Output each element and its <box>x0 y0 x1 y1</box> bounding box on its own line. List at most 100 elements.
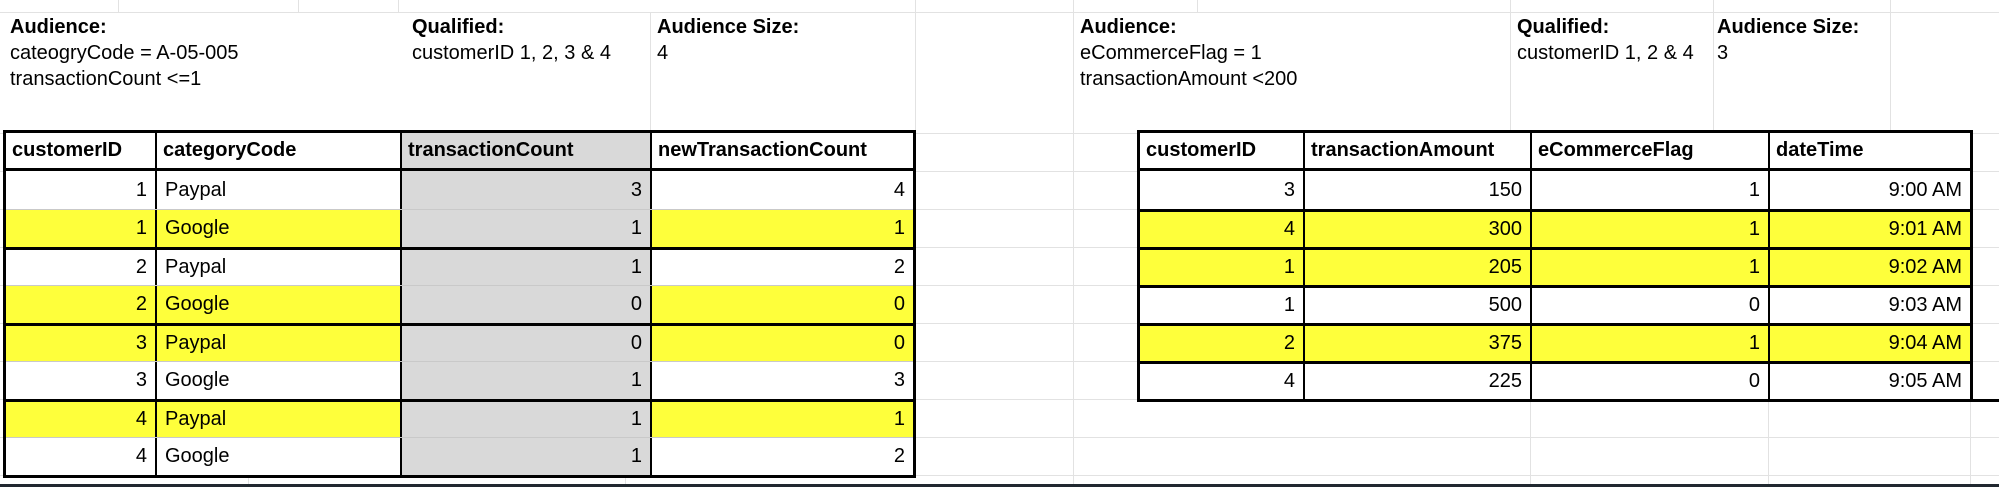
column-header-dateTime[interactable]: dateTime <box>1768 133 1970 168</box>
cell-customerID-row6[interactable]: 4 <box>1140 364 1303 399</box>
gridline <box>0 171 1999 172</box>
cell-transactionCount-row2[interactable]: 1 <box>400 210 650 247</box>
cell-categoryCode-row8[interactable]: Google <box>155 438 400 475</box>
table-row: 4 Paypal 1 1 <box>6 399 913 437</box>
cell-eCommerceFlag-row1[interactable]: 1 <box>1530 171 1768 209</box>
left-audience-label: Audience: <box>10 16 107 38</box>
cell-transactionAmount-row5[interactable]: 375 <box>1303 326 1530 361</box>
left-qualified-block[interactable]: Qualified: customerID 1, 2, 3 & 4 <box>412 14 611 66</box>
right-qualified-block[interactable]: Qualified: customerID 1, 2 & 4 <box>1517 14 1694 66</box>
table-row: 2 375 1 9:04 AM <box>1140 323 1970 361</box>
cell-eCommerceFlag-row5[interactable]: 1 <box>1530 326 1768 361</box>
cell-categoryCode-row3[interactable]: Paypal <box>155 250 400 285</box>
cell-transactionCount-row5[interactable]: 0 <box>400 326 650 361</box>
table-header-row: customerID categoryCode transactionCount ne… <box>6 133 913 171</box>
cell-transactionAmount-row3[interactable]: 205 <box>1303 250 1530 285</box>
cell-customerID-row8[interactable]: 4 <box>6 438 155 475</box>
table-row: 1 500 0 9:03 AM <box>1140 285 1970 323</box>
table-row: 4 225 0 9:05 AM <box>1140 361 1970 399</box>
cell-dateTime-row6[interactable]: 9:05 AM <box>1768 364 1970 399</box>
cell-newTransactionCount-row8[interactable]: 2 <box>650 438 913 475</box>
column-header-transactionAmount[interactable]: transactionAmount <box>1303 133 1530 168</box>
right-qualified-label: Qualified: <box>1517 16 1610 38</box>
cell-customerID-row1[interactable]: 1 <box>6 171 155 209</box>
cell-customerID-row7[interactable]: 4 <box>6 402 155 437</box>
gridline <box>1970 402 1971 484</box>
gridline <box>1530 402 1531 484</box>
left-qualified-value: customerID 1, 2, 3 & 4 <box>412 42 611 64</box>
cell-customerID-row5[interactable]: 2 <box>1140 326 1303 361</box>
cell-eCommerceFlag-row6[interactable]: 0 <box>1530 364 1768 399</box>
cell-dateTime-row1[interactable]: 9:00 AM <box>1768 171 1970 209</box>
cell-customerID-row4[interactable]: 1 <box>1140 288 1303 323</box>
cell-eCommerceFlag-row4[interactable]: 0 <box>1530 288 1768 323</box>
column-header-categoryCode[interactable]: categoryCode <box>155 133 400 168</box>
cell-categoryCode-row6[interactable]: Google <box>155 362 400 399</box>
cell-newTransactionCount-row2[interactable]: 1 <box>650 210 913 247</box>
cell-newTransactionCount-row5[interactable]: 0 <box>650 326 913 361</box>
column-header-customerID[interactable]: customerID <box>6 133 155 168</box>
column-header-newTransactionCount[interactable]: newTransactionCount <box>650 133 913 168</box>
cell-newTransactionCount-row6[interactable]: 3 <box>650 362 913 399</box>
left-audience-size-value: 4 <box>657 42 669 64</box>
right-transactions-table: customerID transactionAmount eCommerceFlag… <box>1137 130 1973 402</box>
cell-transactionCount-row1[interactable]: 3 <box>400 171 650 209</box>
cell-customerID-row3[interactable]: 2 <box>6 250 155 285</box>
cell-transactionAmount-row6[interactable]: 225 <box>1303 364 1530 399</box>
cell-dateTime-row4[interactable]: 9:03 AM <box>1768 288 1970 323</box>
table-row: 3 Google 1 3 <box>6 361 913 399</box>
gridline <box>915 12 916 133</box>
column-header-transactionCount[interactable]: transactionCount <box>400 133 650 168</box>
cell-customerID-row2[interactable]: 1 <box>6 210 155 247</box>
cell-transactionAmount-row1[interactable]: 150 <box>1303 171 1530 209</box>
cell-dateTime-row2[interactable]: 9:01 AM <box>1768 212 1970 247</box>
cell-categoryCode-row1[interactable]: Paypal <box>155 171 400 209</box>
gridline <box>298 0 299 12</box>
gridline <box>0 475 1999 476</box>
gridline <box>0 437 1999 438</box>
cell-newTransactionCount-row4[interactable]: 0 <box>650 286 913 323</box>
gridline <box>398 0 399 12</box>
cell-categoryCode-row2[interactable]: Google <box>155 210 400 247</box>
cell-customerID-row3[interactable]: 1 <box>1140 250 1303 285</box>
cell-customerID-row2[interactable]: 4 <box>1140 212 1303 247</box>
gridline <box>1768 402 1769 484</box>
cell-newTransactionCount-row1[interactable]: 4 <box>650 171 913 209</box>
table-header-row: customerID transactionAmount eCommerceFlag… <box>1140 133 1970 171</box>
left-audience-size-block[interactable]: Audience Size: 4 <box>657 14 799 66</box>
cell-dateTime-row5[interactable]: 9:04 AM <box>1768 326 1970 361</box>
right-audience-size-block[interactable]: Audience Size: 3 <box>1717 14 1859 66</box>
right-audience-block[interactable]: Audience: eCommerceFlag = 1 transactionA… <box>1080 14 1297 92</box>
cell-categoryCode-row4[interactable]: Google <box>155 286 400 323</box>
cell-eCommerceFlag-row3[interactable]: 1 <box>1530 250 1768 285</box>
left-audience-block[interactable]: Audience: cateogryCode = A-05-005 transa… <box>10 14 239 92</box>
cell-customerID-row4[interactable]: 2 <box>6 286 155 323</box>
cell-categoryCode-row5[interactable]: Paypal <box>155 326 400 361</box>
cell-transactionAmount-row4[interactable]: 500 <box>1303 288 1530 323</box>
cell-transactionCount-row7[interactable]: 1 <box>400 402 650 437</box>
gridline <box>0 247 1999 248</box>
gridline <box>1197 0 1198 12</box>
cell-transactionAmount-row2[interactable]: 300 <box>1303 212 1530 247</box>
cell-categoryCode-row7[interactable]: Paypal <box>155 402 400 437</box>
column-header-eCommerceFlag[interactable]: eCommerceFlag <box>1530 133 1768 168</box>
gridline <box>650 12 651 133</box>
gridline <box>1510 0 1511 12</box>
cell-dateTime-row3[interactable]: 9:02 AM <box>1768 250 1970 285</box>
table-row: 2 Google 0 0 <box>6 285 913 323</box>
cell-newTransactionCount-row3[interactable]: 2 <box>650 250 913 285</box>
cell-transactionCount-row3[interactable]: 1 <box>400 250 650 285</box>
cell-customerID-row6[interactable]: 3 <box>6 362 155 399</box>
cell-transactionCount-row6[interactable]: 1 <box>400 362 650 399</box>
cell-customerID-row1[interactable]: 3 <box>1140 171 1303 209</box>
cell-transactionCount-row4[interactable]: 0 <box>400 286 650 323</box>
cell-newTransactionCount-row7[interactable]: 1 <box>650 402 913 437</box>
cell-transactionCount-row8[interactable]: 1 <box>400 438 650 475</box>
cell-eCommerceFlag-row2[interactable]: 1 <box>1530 212 1768 247</box>
table-row: 1 Paypal 3 4 <box>6 171 913 209</box>
column-header-customerID[interactable]: customerID <box>1140 133 1303 168</box>
cell-customerID-row5[interactable]: 3 <box>6 326 155 361</box>
gridline <box>0 12 1999 13</box>
table-row: 1 205 1 9:02 AM <box>1140 247 1970 285</box>
